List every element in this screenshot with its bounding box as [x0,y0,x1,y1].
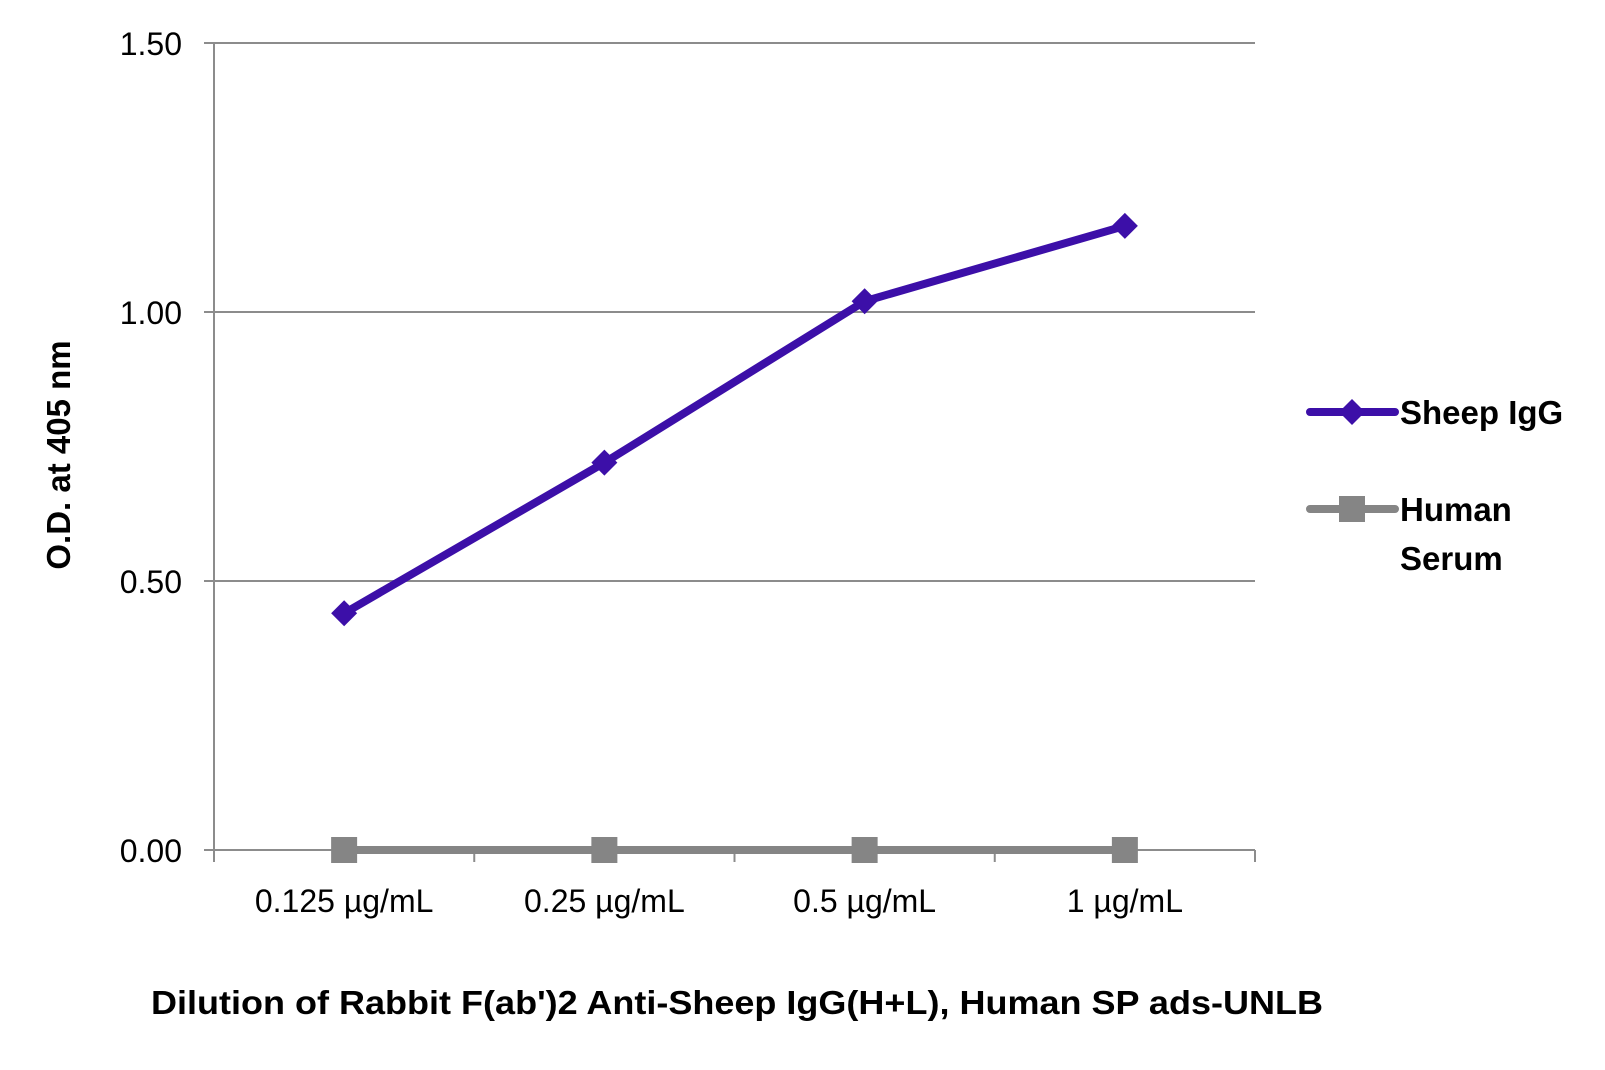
legend-marker-diamond [1339,399,1365,425]
data-point-square [1111,837,1138,863]
legend-label-human-serum-line1: Human [1400,491,1512,528]
y-tick-label: 1.00 [120,295,182,331]
tick-labels: 0.00 0.50 1.00 1.50 0.125 µg/mL 0.25 µg/mL 0.5… [120,26,1183,919]
legend-item-sheep-igg: Sheep IgG [1306,394,1563,431]
gridlines [214,42,1255,582]
y-tick-label: 0.50 [120,564,182,600]
y-tick-label: 0.00 [120,833,182,869]
data-point-square [591,837,618,863]
y-axis-title: O.D. at 405 nm [40,340,77,569]
axes [204,42,1256,862]
data-point-diamond [331,600,358,627]
data-point-square [331,837,358,863]
x-tick-label: 0.125 µg/mL [255,883,434,919]
x-axis-title: Dilution of Rabbit F(ab')2 Anti-Sheep Ig… [151,984,1323,1021]
legend-label-human-serum-line2: Serum [1400,540,1503,577]
legend-item-human-serum: Human Serum [1306,491,1521,577]
legend: Sheep IgG Human Serum [1306,394,1563,577]
x-tick-label: 0.25 µg/mL [524,883,685,919]
legend-label-human-serum: Human Serum [1400,491,1521,577]
series-lines [331,212,1138,863]
legend-marker-square [1339,496,1365,522]
x-tick-label: 0.5 µg/mL [793,883,936,919]
data-point-diamond [1111,212,1138,239]
data-point-square [851,837,878,863]
data-point-diamond [591,449,618,476]
legend-label-sheep-igg: Sheep IgG [1400,394,1563,431]
series-line [340,221,1129,618]
y-tick-label: 1.50 [120,26,182,62]
x-tick-label: 1 µg/mL [1067,883,1183,919]
data-point-diamond [851,288,878,315]
